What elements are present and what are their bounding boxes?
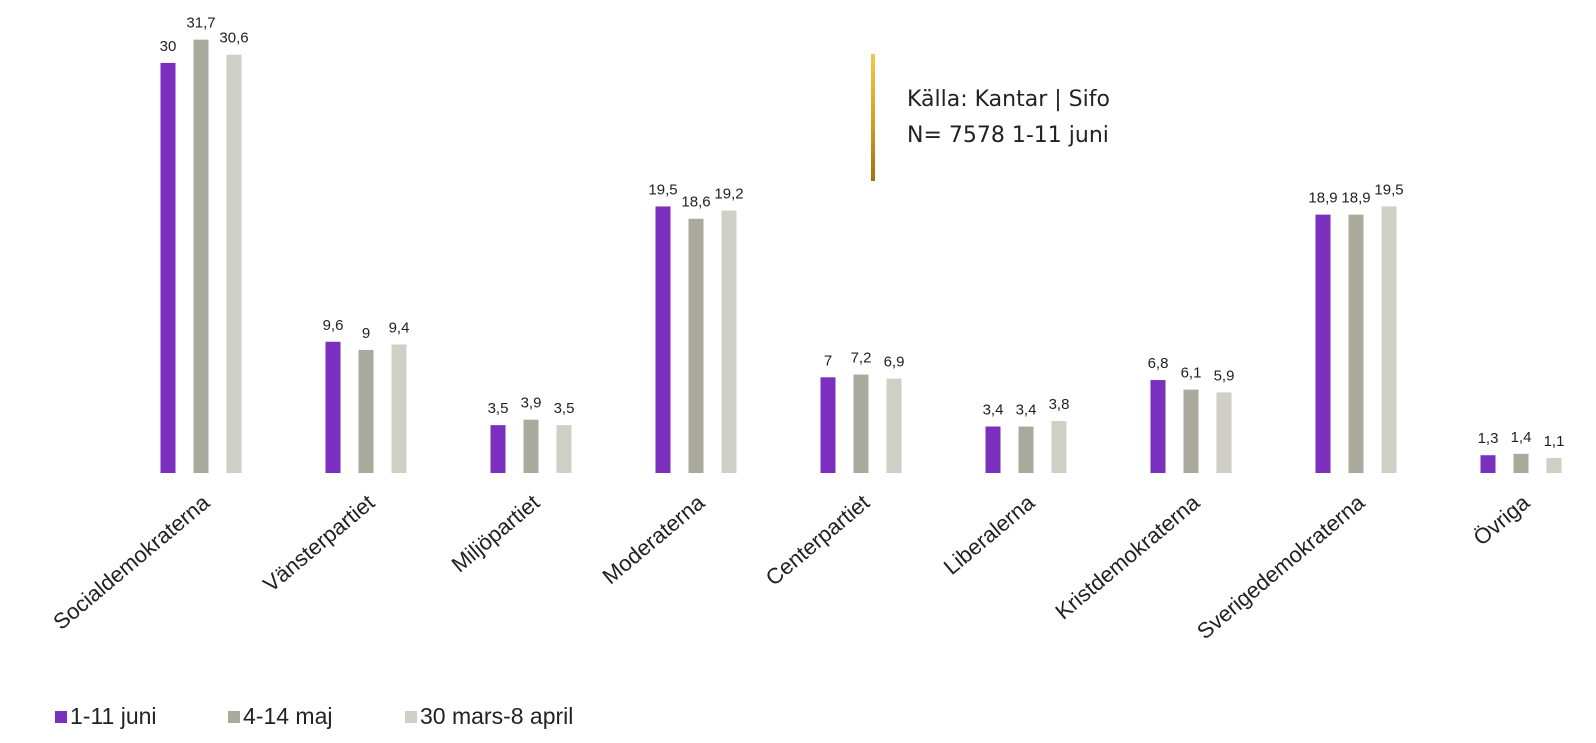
value-label: 30,6: [219, 30, 248, 47]
bar: [1480, 455, 1496, 473]
value-label: 3,4: [1016, 402, 1037, 419]
value-label: 9,6: [323, 317, 344, 334]
x-tick-label: Liberalerna: [939, 489, 1040, 579]
bar: [490, 425, 506, 473]
bar: [1315, 214, 1331, 473]
x-tick-label: Övriga: [1469, 489, 1535, 550]
bar: [721, 210, 737, 473]
bar: [1018, 426, 1034, 473]
value-label: 18,6: [681, 194, 710, 211]
value-label: 3,4: [983, 402, 1004, 419]
bar: [1216, 392, 1232, 473]
bar: [1150, 380, 1166, 473]
bar: [1546, 457, 1562, 473]
annotation: Källa: Kantar | Sifo: [907, 87, 1110, 112]
value-label: 1,4: [1511, 429, 1532, 446]
bar: [1348, 214, 1364, 473]
legend-label: 1-11 juni: [70, 703, 157, 729]
value-label: 1,1: [1544, 433, 1565, 450]
annotation: N= 7578 1-11 juni: [907, 123, 1109, 148]
value-label: 3,5: [488, 400, 509, 417]
bar: [886, 378, 902, 473]
bar: [688, 218, 704, 473]
value-label: 5,9: [1214, 367, 1235, 384]
value-label: 6,1: [1181, 365, 1202, 382]
value-label: 9: [362, 325, 370, 342]
bar: [193, 39, 209, 473]
x-tick-label: Vänsterpartiet: [258, 490, 379, 597]
bar: [325, 341, 341, 473]
x-tick-label: Centerpartiet: [761, 490, 875, 591]
x-tick-label: Socialdemokraterna: [48, 489, 215, 634]
value-label: 3,5: [554, 400, 575, 417]
bar: [820, 377, 836, 473]
legend-swatch: [55, 711, 67, 723]
bar: [160, 62, 176, 474]
value-label: 9,4: [389, 320, 410, 337]
value-label: 3,8: [1049, 396, 1070, 413]
annotation-divider: [871, 54, 875, 181]
value-label: 19,5: [648, 181, 677, 198]
value-label: 1,3: [1478, 430, 1499, 447]
value-label: 7,2: [851, 350, 872, 367]
x-tick-label: Miljöpartiet: [447, 490, 545, 578]
bar: [1513, 453, 1529, 473]
value-label: 6,8: [1148, 355, 1169, 372]
bar: [523, 419, 539, 473]
value-label: 18,9: [1308, 190, 1337, 207]
bar: [1183, 389, 1199, 473]
legend-label: 4-14 maj: [243, 703, 332, 729]
value-label: 6,9: [884, 354, 905, 371]
bar: [853, 374, 869, 473]
value-label: 3,9: [521, 395, 542, 412]
bar: [226, 54, 242, 473]
x-tick-label: Moderaterna: [598, 489, 710, 589]
value-label: 19,5: [1374, 181, 1403, 198]
value-label: 19,2: [714, 186, 743, 203]
value-label: 18,9: [1341, 190, 1370, 207]
bar: [358, 349, 374, 473]
bar: [1051, 421, 1067, 473]
x-tick-label: Kristdemokraterna: [1050, 489, 1204, 624]
x-tick-label: Sverigedemokraterna: [1192, 489, 1370, 644]
bar: [1381, 206, 1397, 473]
bar: [391, 344, 407, 473]
value-label: 7: [824, 352, 832, 369]
bar: [655, 206, 671, 473]
value-label: 30: [160, 38, 177, 55]
legend-swatch: [228, 711, 240, 723]
legend-label: 30 mars-8 april: [420, 703, 573, 729]
bar: [985, 426, 1001, 473]
legend-swatch: [405, 711, 417, 723]
value-label: 31,7: [186, 15, 215, 32]
bar: [556, 425, 572, 473]
